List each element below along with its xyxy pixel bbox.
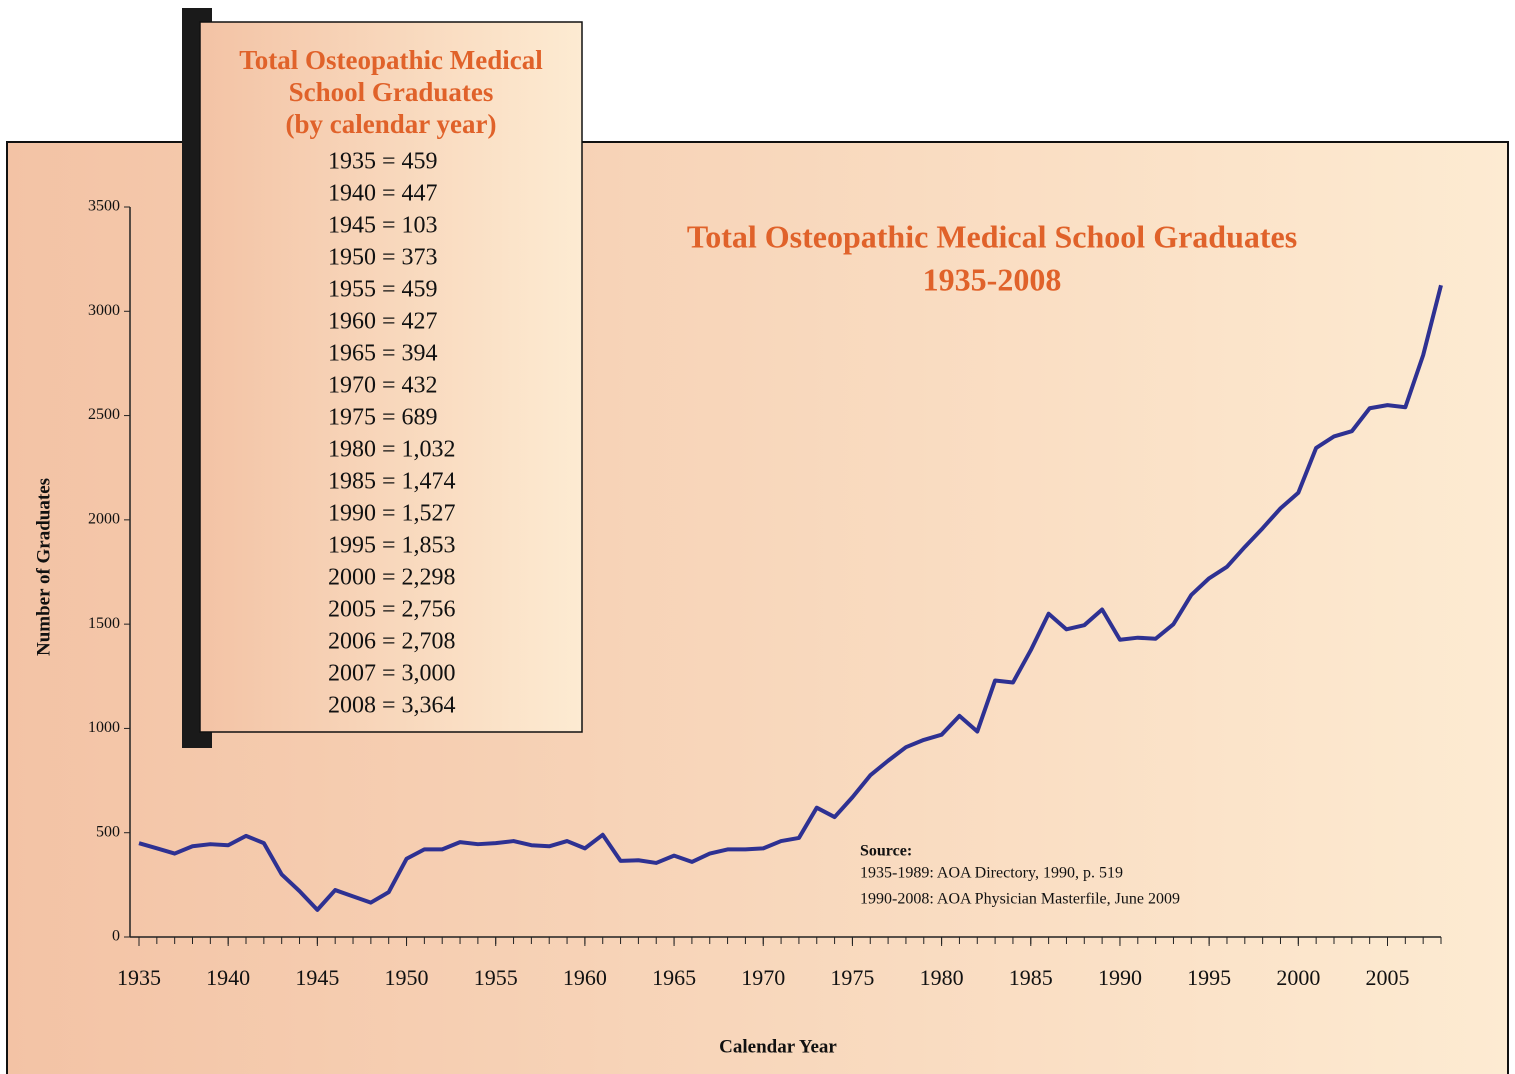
- inset-row: 1935 = 459: [328, 149, 438, 175]
- inset-row: 2006 = 2,708: [328, 629, 456, 655]
- x-tick-label: 1950: [385, 965, 429, 990]
- y-tick-label: 2500: [88, 406, 120, 423]
- inset-title: School Graduates: [289, 77, 494, 107]
- inset-row: 2000 = 2,298: [328, 565, 456, 591]
- y-tick-label: 500: [96, 823, 120, 840]
- inset-box: [199, 21, 583, 733]
- x-tick-label: 2000: [1276, 965, 1320, 990]
- source-line: 1935-1989: AOA Directory, 1990, p. 519: [860, 865, 1123, 882]
- inset-row: 1975 = 689: [328, 405, 438, 431]
- y-tick-label: 1000: [88, 719, 120, 736]
- inset-row: 1955 = 459: [328, 277, 438, 303]
- x-tick-label: 1975: [830, 965, 874, 990]
- y-tick-label: 2000: [88, 511, 120, 528]
- y-tick-label: 3500: [88, 198, 120, 215]
- inset-row: 2008 = 3,364: [328, 693, 456, 719]
- inset-row: 1965 = 394: [328, 341, 438, 367]
- x-tick-label: 1935: [117, 965, 161, 990]
- data-line: [138, 284, 1443, 912]
- inset-row: 1950 = 373: [328, 245, 438, 271]
- inset-row: 1995 = 1,853: [328, 533, 456, 559]
- x-tick-label: 1985: [1009, 965, 1053, 990]
- inset-row: 1980 = 1,032: [328, 437, 456, 463]
- inset-row: 1970 = 432: [328, 373, 438, 399]
- source-line: 1990-2008: AOA Physician Masterfile, Jun…: [860, 891, 1180, 908]
- x-tick-label: 1965: [652, 965, 696, 990]
- y-tick-label: 0: [112, 928, 120, 945]
- x-tick-label: 1970: [741, 965, 785, 990]
- chart-title: 1935-2008: [923, 261, 1062, 297]
- x-tick-label: 2005: [1365, 965, 1409, 990]
- x-tick-label: 1980: [920, 965, 964, 990]
- inset-row: 1990 = 1,527: [328, 501, 456, 527]
- x-tick-label: 1945: [295, 965, 339, 990]
- x-tick-label: 1990: [1098, 965, 1142, 990]
- x-tick-label: 1995: [1187, 965, 1231, 990]
- x-tick-label: 1940: [206, 965, 250, 990]
- inset-row: 1985 = 1,474: [328, 469, 456, 495]
- inset-row: 2005 = 2,756: [328, 597, 456, 623]
- y-tick-label: 3000: [88, 302, 120, 319]
- inset-row: 1945 = 103: [328, 213, 438, 239]
- inset-row: 1940 = 447: [328, 181, 438, 207]
- y-tick-label: 1500: [88, 615, 120, 632]
- x-axis-label: Calendar Year: [719, 1036, 837, 1057]
- y-axis-label: Number of Graduates: [33, 478, 54, 656]
- source-heading: Source:: [860, 843, 912, 860]
- x-tick-label: 1955: [474, 965, 518, 990]
- chart-title: Total Osteopathic Medical School Graduat…: [687, 218, 1297, 254]
- inset-title: Total Osteopathic Medical: [239, 45, 543, 75]
- x-tick-label: 1960: [563, 965, 607, 990]
- inset-row: 1960 = 427: [328, 309, 438, 335]
- inset-title: (by calendar year): [286, 109, 497, 139]
- inset-row: 2007 = 3,000: [328, 661, 456, 687]
